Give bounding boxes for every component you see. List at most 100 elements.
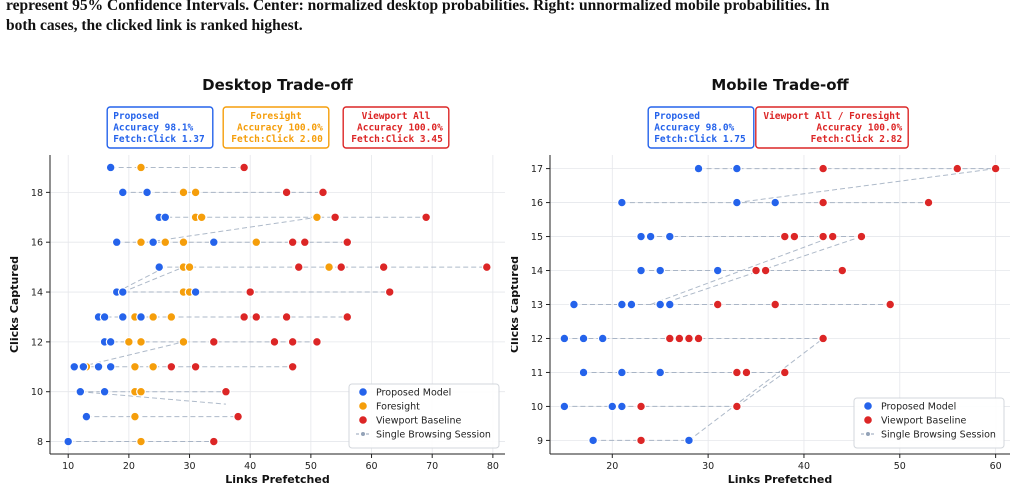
data-point xyxy=(731,163,742,174)
y-tick-label: 15 xyxy=(531,232,543,243)
summary-box-line: Proposed xyxy=(113,111,159,122)
summary-box-line: Fetch:Click 3.45 xyxy=(351,134,443,145)
data-point xyxy=(616,197,627,208)
data-point xyxy=(818,231,829,242)
summary-box-frame xyxy=(755,106,909,149)
caption-line-2: both cases, the clicked link is ranked h… xyxy=(6,17,303,34)
session-connector xyxy=(122,266,184,293)
x-tick-label: 20 xyxy=(123,461,135,472)
data-point xyxy=(239,312,250,322)
data-point xyxy=(178,336,189,347)
summary-box-frame xyxy=(647,106,755,149)
data-point xyxy=(299,237,310,248)
x-tick-label: 60 xyxy=(365,461,377,472)
legend-label: Foresight xyxy=(376,402,420,413)
data-point xyxy=(130,361,140,372)
data-point xyxy=(779,231,790,242)
data-point xyxy=(93,361,104,372)
data-point xyxy=(684,333,694,344)
data-point xyxy=(208,237,219,248)
session-connector xyxy=(146,216,318,243)
data-point xyxy=(837,265,848,276)
data-point xyxy=(63,436,74,447)
data-point xyxy=(731,401,742,412)
y-axis-label: Clicks Captured xyxy=(511,256,521,353)
data-point xyxy=(221,386,231,397)
data-point xyxy=(251,312,262,322)
legend-label: Proposed Model xyxy=(881,402,956,413)
data-point xyxy=(111,237,122,248)
summary-box-line: Viewport All xyxy=(362,111,431,122)
data-point xyxy=(693,163,704,174)
session-connector xyxy=(736,168,996,204)
data-point xyxy=(324,262,334,273)
data-point xyxy=(636,265,646,276)
data-point xyxy=(481,262,492,273)
data-point xyxy=(69,361,80,372)
summary-box-frame xyxy=(106,106,214,149)
data-point xyxy=(312,212,322,223)
data-point xyxy=(208,336,219,347)
data-point xyxy=(105,162,116,173)
data-point xyxy=(117,312,128,322)
session-connector xyxy=(688,338,824,441)
data-point xyxy=(616,299,627,310)
legend-marker xyxy=(863,415,873,425)
data-point xyxy=(885,299,896,310)
data-point xyxy=(148,361,159,372)
data-point xyxy=(208,436,219,447)
data-point xyxy=(293,262,304,273)
data-point xyxy=(287,361,298,372)
y-tick-label: 16 xyxy=(31,238,43,249)
data-point xyxy=(712,299,723,310)
y-axis-label: Clicks Captured xyxy=(8,256,21,353)
summary-box-line: Accuracy 100.0% xyxy=(816,123,902,134)
data-point xyxy=(136,312,146,322)
data-point xyxy=(330,212,341,223)
data-point xyxy=(281,187,292,198)
legend-label: Viewport Baseline xyxy=(881,416,966,427)
data-point xyxy=(827,231,838,242)
data-point xyxy=(684,435,694,446)
legend-marker xyxy=(358,387,368,397)
y-tick-label: 12 xyxy=(531,334,543,345)
data-point xyxy=(779,367,790,378)
x-tick-label: 40 xyxy=(798,461,810,472)
data-point xyxy=(712,265,723,276)
data-point xyxy=(645,231,656,242)
data-point xyxy=(136,162,146,173)
data-point xyxy=(770,299,781,310)
y-tick-label: 10 xyxy=(531,402,543,413)
legend: Proposed Model Viewport Baseline Single Br… xyxy=(853,397,1005,449)
session-connector xyxy=(650,236,833,305)
data-point xyxy=(818,197,829,208)
summary-box-line: Fetch:Click 1.37 xyxy=(113,134,205,145)
data-point xyxy=(655,265,666,276)
x-tick-label: 30 xyxy=(183,461,195,472)
session-connector xyxy=(736,372,786,407)
data-point xyxy=(117,287,128,297)
data-point xyxy=(616,401,627,412)
x-tick-label: 60 xyxy=(990,461,1002,472)
legend-frame xyxy=(853,397,1005,449)
y-tick-label: 18 xyxy=(31,188,43,199)
summary-box-line: Accuracy 98.1% xyxy=(113,123,193,134)
x-tick-label: 40 xyxy=(244,461,256,472)
data-point xyxy=(626,299,637,310)
data-point xyxy=(184,262,195,273)
summary-box-line: Accuracy 100.0% xyxy=(237,123,323,134)
data-point xyxy=(655,367,666,378)
x-tick-label: 20 xyxy=(606,461,618,472)
data-point xyxy=(78,361,89,372)
data-point xyxy=(760,265,771,276)
data-point xyxy=(607,401,618,412)
data-point xyxy=(923,197,934,208)
data-point xyxy=(148,312,159,322)
data-point xyxy=(281,312,292,322)
y-tick-label: 14 xyxy=(31,288,43,299)
data-point xyxy=(136,237,146,248)
data-point xyxy=(569,299,579,310)
data-point xyxy=(287,336,298,347)
